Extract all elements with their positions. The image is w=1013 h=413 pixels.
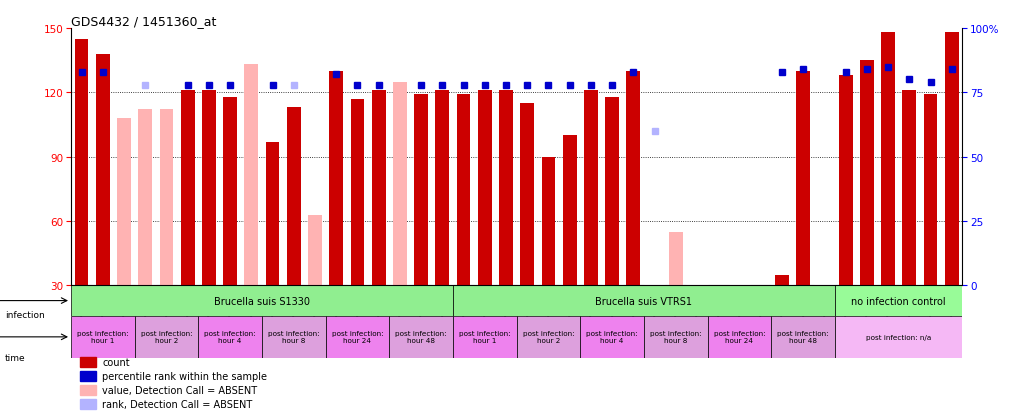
Text: rank, Detection Call = ABSENT: rank, Detection Call = ABSENT bbox=[102, 399, 252, 409]
FancyBboxPatch shape bbox=[389, 316, 453, 358]
Text: post infection:
hour 2: post infection: hour 2 bbox=[141, 330, 192, 344]
Bar bbox=[96, 55, 109, 286]
Text: infection: infection bbox=[5, 311, 45, 320]
Text: post infection:
hour 4: post infection: hour 4 bbox=[205, 330, 256, 344]
Text: post infection: n/a: post infection: n/a bbox=[866, 334, 931, 340]
Bar bbox=[350, 100, 365, 286]
FancyBboxPatch shape bbox=[453, 286, 835, 316]
Bar bbox=[372, 91, 386, 286]
Bar bbox=[903, 91, 916, 286]
FancyBboxPatch shape bbox=[835, 316, 962, 358]
FancyBboxPatch shape bbox=[325, 316, 389, 358]
Bar bbox=[80, 357, 96, 368]
Bar bbox=[457, 95, 470, 286]
Bar bbox=[881, 33, 894, 286]
Bar bbox=[80, 385, 96, 395]
Text: Brucella suis S1330: Brucella suis S1330 bbox=[214, 296, 310, 306]
Bar bbox=[414, 95, 428, 286]
Bar bbox=[924, 95, 937, 286]
Text: post infection:
hour 24: post infection: hour 24 bbox=[714, 330, 765, 344]
FancyBboxPatch shape bbox=[771, 316, 835, 358]
Text: post infection:
hour 48: post infection: hour 48 bbox=[395, 330, 447, 344]
Bar bbox=[563, 136, 576, 286]
Text: no infection control: no infection control bbox=[851, 296, 946, 306]
Bar bbox=[478, 91, 491, 286]
FancyBboxPatch shape bbox=[199, 316, 262, 358]
Text: value, Detection Call = ABSENT: value, Detection Call = ABSENT bbox=[102, 385, 257, 395]
Bar bbox=[80, 399, 96, 409]
Bar bbox=[626, 72, 640, 286]
Bar bbox=[329, 72, 343, 286]
Bar bbox=[159, 110, 173, 286]
Text: post infection:
hour 1: post infection: hour 1 bbox=[77, 330, 129, 344]
Bar bbox=[80, 371, 96, 381]
Text: GDS4432 / 1451360_at: GDS4432 / 1451360_at bbox=[71, 15, 217, 28]
Bar bbox=[585, 91, 598, 286]
Bar bbox=[75, 40, 88, 286]
Text: Brucella suis VTRS1: Brucella suis VTRS1 bbox=[596, 296, 693, 306]
FancyBboxPatch shape bbox=[453, 316, 517, 358]
Bar bbox=[542, 157, 555, 286]
Bar bbox=[945, 33, 958, 286]
Bar bbox=[521, 104, 534, 286]
FancyBboxPatch shape bbox=[517, 316, 580, 358]
FancyBboxPatch shape bbox=[835, 286, 962, 316]
FancyBboxPatch shape bbox=[708, 316, 771, 358]
FancyBboxPatch shape bbox=[580, 316, 644, 358]
Bar bbox=[393, 83, 407, 286]
Bar bbox=[839, 76, 853, 286]
Bar bbox=[180, 91, 194, 286]
Text: post infection:
hour 4: post infection: hour 4 bbox=[587, 330, 638, 344]
Text: time: time bbox=[5, 353, 25, 362]
Text: post infection:
hour 24: post infection: hour 24 bbox=[331, 330, 383, 344]
Bar bbox=[202, 91, 216, 286]
FancyBboxPatch shape bbox=[262, 316, 325, 358]
FancyBboxPatch shape bbox=[135, 316, 199, 358]
Bar bbox=[244, 65, 258, 286]
FancyBboxPatch shape bbox=[71, 286, 453, 316]
Bar bbox=[118, 119, 131, 286]
FancyBboxPatch shape bbox=[71, 316, 135, 358]
FancyBboxPatch shape bbox=[644, 316, 708, 358]
Bar bbox=[265, 142, 280, 286]
Text: post infection:
hour 8: post infection: hour 8 bbox=[650, 330, 702, 344]
Bar bbox=[605, 97, 619, 286]
Bar bbox=[308, 215, 322, 286]
Bar bbox=[499, 91, 513, 286]
Text: post infection:
hour 8: post infection: hour 8 bbox=[268, 330, 319, 344]
Bar bbox=[436, 91, 449, 286]
Bar bbox=[669, 232, 683, 286]
Bar bbox=[775, 275, 789, 286]
Text: percentile rank within the sample: percentile rank within the sample bbox=[102, 371, 267, 381]
Text: count: count bbox=[102, 357, 130, 367]
Text: post infection:
hour 48: post infection: hour 48 bbox=[777, 330, 829, 344]
Bar bbox=[860, 61, 874, 286]
Bar bbox=[223, 97, 237, 286]
Bar bbox=[287, 108, 301, 286]
Bar bbox=[139, 110, 152, 286]
Text: post infection:
hour 1: post infection: hour 1 bbox=[459, 330, 511, 344]
Bar bbox=[796, 72, 810, 286]
Text: post infection:
hour 2: post infection: hour 2 bbox=[523, 330, 574, 344]
Bar bbox=[817, 286, 832, 307]
